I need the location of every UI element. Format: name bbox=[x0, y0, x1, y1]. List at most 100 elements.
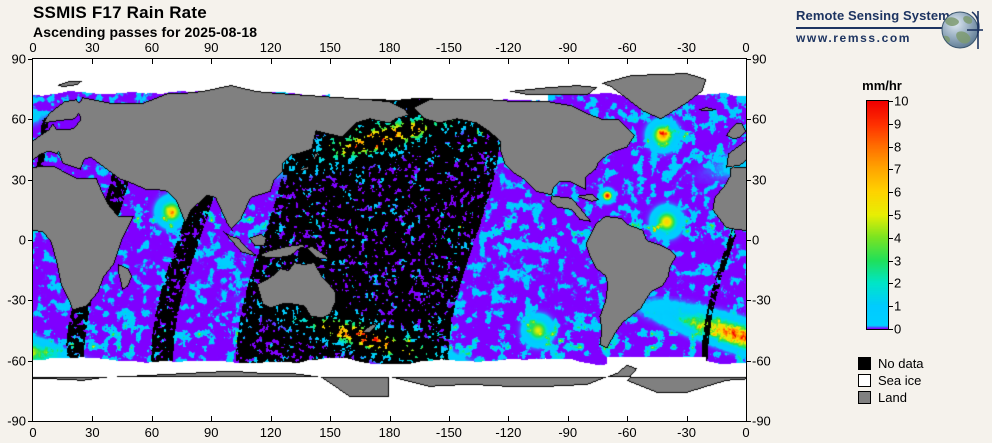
lat-tick-label-left: 30 bbox=[11, 172, 26, 188]
legend-swatch-land bbox=[858, 391, 871, 404]
lon-tick-label-top: -90 bbox=[558, 40, 578, 55]
rain-rate-colorbar bbox=[866, 100, 889, 330]
lat-tick-mark-right bbox=[746, 59, 751, 60]
colorbar-tick-mark bbox=[888, 101, 893, 102]
lat-tick-mark-right bbox=[746, 240, 751, 241]
page-subtitle: Ascending passes for 2025-08-18 bbox=[33, 24, 258, 40]
lon-tick-label-bottom: -90 bbox=[558, 425, 578, 440]
colorbar-tick-mark bbox=[888, 283, 893, 285]
colorbar-tick-label: 2 bbox=[894, 275, 902, 291]
colorbar-tick-label: 0 bbox=[894, 321, 902, 337]
lon-tick-mark-top bbox=[686, 59, 688, 64]
lon-tick-label-bottom: 180 bbox=[378, 425, 401, 440]
lon-tick-mark-bottom bbox=[389, 416, 391, 421]
lat-tick-label-right: -60 bbox=[752, 353, 771, 369]
lon-tick-mark-bottom bbox=[567, 416, 569, 421]
logo-divider bbox=[796, 27, 943, 29]
lon-tick-label-bottom: 0 bbox=[29, 425, 37, 440]
legend-label-no-data: No data bbox=[878, 356, 924, 371]
colorbar-tick-label: 5 bbox=[894, 207, 902, 223]
lon-tick-label-bottom: 90 bbox=[204, 425, 219, 440]
lon-tick-label-bottom: -120 bbox=[495, 425, 522, 440]
lon-tick-mark-bottom bbox=[330, 416, 332, 421]
lat-tick-mark-left bbox=[28, 300, 33, 302]
lat-tick-mark-left bbox=[28, 59, 33, 60]
lon-tick-label-top: 30 bbox=[85, 40, 100, 55]
colorbar-tick-label: 4 bbox=[894, 230, 902, 246]
lat-tick-mark-right bbox=[746, 179, 751, 181]
lon-tick-label-bottom: 150 bbox=[319, 425, 341, 440]
lat-tick-mark-right bbox=[746, 300, 751, 302]
colorbar-tick-label: 1 bbox=[894, 298, 902, 314]
colorbar-tick-mark bbox=[888, 306, 893, 308]
lon-tick-label-bottom: -60 bbox=[617, 425, 637, 440]
lon-tick-mark-bottom bbox=[448, 416, 450, 421]
lon-tick-label-bottom: 120 bbox=[259, 425, 282, 440]
colorbar-tick-mark bbox=[888, 169, 893, 171]
lon-tick-mark-top bbox=[270, 59, 272, 64]
logo-url: www.remss.com bbox=[796, 31, 912, 45]
rain-rate-raster bbox=[33, 59, 746, 421]
lon-tick-label-bottom: 0 bbox=[742, 425, 750, 440]
colorbar-gradient bbox=[867, 101, 888, 329]
lat-tick-label-right: 60 bbox=[752, 111, 767, 127]
lon-tick-mark-top bbox=[627, 59, 629, 64]
lat-tick-label-right: 0 bbox=[752, 232, 760, 248]
lat-tick-label-left: -30 bbox=[7, 292, 26, 308]
lon-tick-mark-top bbox=[330, 59, 332, 64]
lat-tick-mark-left bbox=[28, 360, 33, 362]
lon-tick-label-top: 120 bbox=[259, 40, 282, 55]
lon-tick-label-top: 90 bbox=[204, 40, 219, 55]
lon-tick-mark-bottom bbox=[270, 416, 272, 421]
colorbar-tick-label: 9 bbox=[894, 116, 902, 132]
lon-tick-mark-bottom bbox=[151, 416, 153, 421]
colorbar-tick-label: 7 bbox=[894, 161, 902, 177]
lon-tick-mark-bottom bbox=[92, 416, 94, 421]
lon-tick-label-top: 180 bbox=[378, 40, 401, 55]
lon-tick-label-top: -120 bbox=[495, 40, 522, 55]
colorbar-tick-label: 8 bbox=[894, 139, 902, 155]
lon-tick-mark-top bbox=[508, 59, 510, 64]
page-title: SSMIS F17 Rain Rate bbox=[33, 3, 207, 22]
lon-tick-label-bottom: 60 bbox=[144, 425, 160, 440]
lon-tick-mark-top bbox=[448, 59, 450, 64]
legend-swatch-sea-ice bbox=[858, 374, 871, 387]
lon-tick-label-bottom: -150 bbox=[435, 425, 462, 440]
logo-company-name: Remote Sensing Systems bbox=[796, 8, 958, 23]
lat-tick-mark-left bbox=[28, 240, 33, 241]
lon-tick-label-top: 150 bbox=[319, 40, 341, 55]
lat-tick-mark-left bbox=[28, 179, 33, 181]
lat-tick-mark-right bbox=[746, 360, 751, 362]
colorbar-unit-label: mm/hr bbox=[862, 78, 902, 93]
lon-tick-label-bottom: 30 bbox=[85, 425, 100, 440]
lat-tick-label-left: 60 bbox=[11, 111, 26, 127]
lon-tick-mark-top bbox=[211, 59, 213, 64]
lon-tick-mark-bottom bbox=[686, 416, 688, 421]
colorbar-tick-mark bbox=[888, 215, 893, 216]
colorbar-tick-mark bbox=[888, 192, 893, 194]
lon-tick-mark-top bbox=[92, 59, 94, 64]
lat-tick-label-right: -90 bbox=[752, 413, 771, 429]
lon-tick-mark-top bbox=[151, 59, 153, 64]
lon-tick-mark-top bbox=[567, 59, 569, 64]
lat-tick-label-left: 0 bbox=[18, 232, 26, 248]
remss-logo: Remote Sensing Systems www.remss.com bbox=[796, 8, 986, 54]
world-map[interactable] bbox=[32, 58, 747, 422]
lat-tick-mark-left bbox=[28, 119, 33, 121]
lat-tick-label-right: 30 bbox=[752, 172, 767, 188]
lat-tick-mark-left bbox=[28, 421, 33, 422]
colorbar-tick-label: 6 bbox=[894, 184, 902, 200]
lon-tick-label-top: -150 bbox=[435, 40, 462, 55]
colorbar-tick-label: 10 bbox=[894, 93, 909, 109]
lon-tick-label-top: -60 bbox=[617, 40, 637, 55]
lat-tick-label-right: 90 bbox=[752, 51, 767, 67]
colorbar-tick-mark bbox=[888, 260, 893, 262]
lon-tick-mark-bottom bbox=[627, 416, 629, 421]
colorbar-tick-mark bbox=[888, 329, 893, 330]
lon-tick-mark-bottom bbox=[508, 416, 510, 421]
lon-tick-label-top: 60 bbox=[144, 40, 160, 55]
lon-tick-label-top: 0 bbox=[742, 40, 750, 55]
colorbar-tick-mark bbox=[888, 146, 893, 148]
lon-tick-mark-top bbox=[389, 59, 391, 64]
lon-tick-mark-bottom bbox=[211, 416, 213, 421]
